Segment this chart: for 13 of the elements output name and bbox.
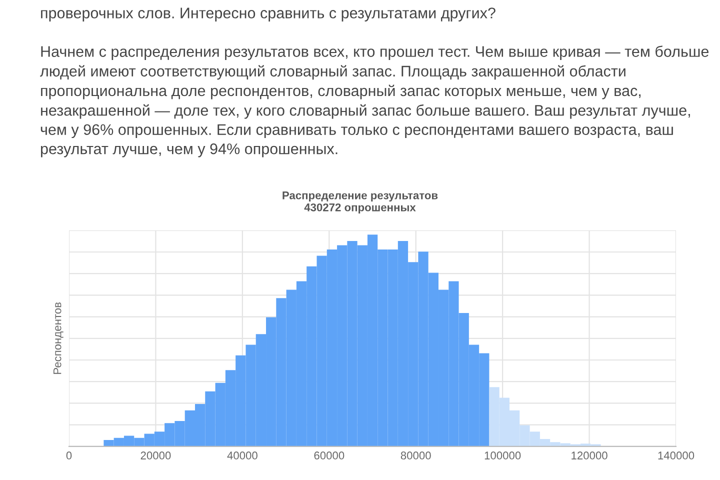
x-tick-label: 120000: [572, 452, 608, 460]
x-tick-label: 20000: [140, 452, 171, 460]
x-tick-label: 40000: [227, 452, 258, 460]
x-tick-label: 0: [66, 452, 72, 460]
chart-subtitle: 430272 опрошенных: [304, 203, 416, 214]
text: проверочных слов. Интересно сравнить с результатами других?: [41, 8, 496, 22]
x-tick-label: 60000: [314, 452, 344, 460]
text: Начнем с распределения результатов всех, кто прошел тест. Чем выше кривая — тем больше людей имеют соответствующий словарный запас. Площадь закрашенной области пропорциональна доле респондентов, словарный запас которых меньше, чем у вас, незакрашенной — доле тех, у кого словарный запас больше вашего. Ваш результат лучше, чем у 96% опрошенных. Если сравнивать только с респондентами вашего возраста, ваш результат лучше, чем у 94% опрошенных.: [40, 46, 709, 158]
x-tick-label: 80000: [400, 452, 431, 460]
y-axis-title: Респондентов: [53, 302, 64, 374]
chart-title: Распределение результатов: [282, 192, 438, 202]
x-tick-label: 140000: [658, 452, 694, 460]
x-tick-label: 100000: [484, 452, 521, 460]
